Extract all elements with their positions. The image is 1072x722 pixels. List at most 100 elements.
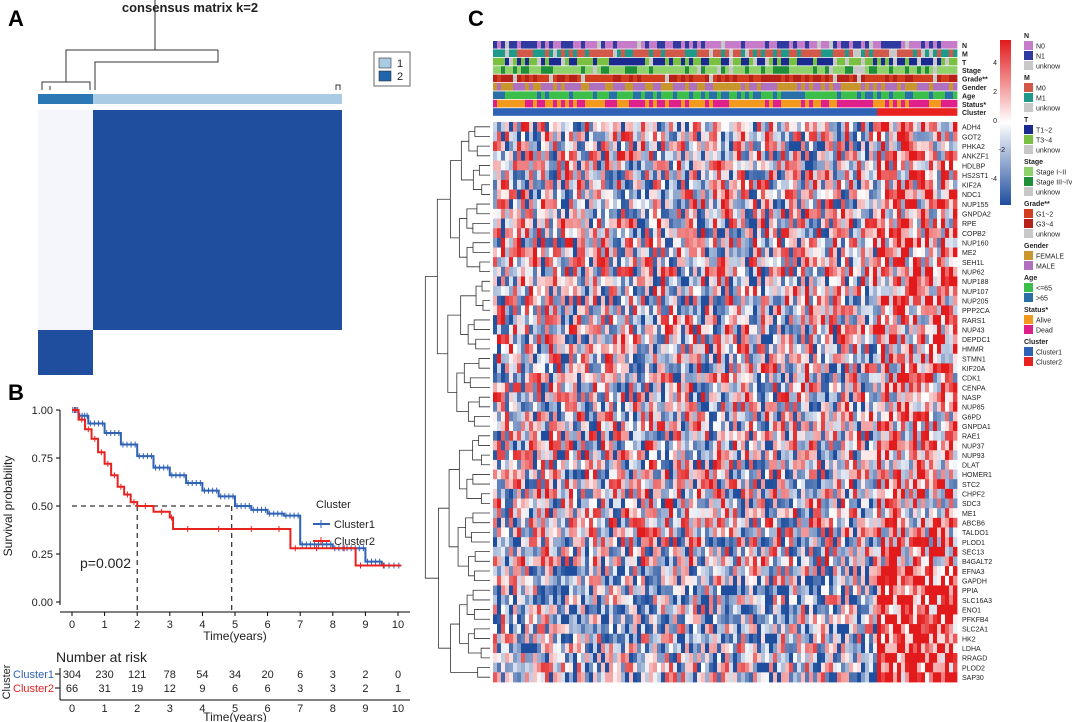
heatmap-cell xyxy=(821,353,826,364)
annotation-cell xyxy=(645,66,650,74)
heatmap-cell xyxy=(809,257,814,268)
heatmap-cell xyxy=(801,344,806,355)
heatmap-cell xyxy=(609,141,614,152)
heatmap-cell xyxy=(733,411,738,422)
heatmap-cell xyxy=(893,334,898,345)
heatmap-cell xyxy=(673,402,678,413)
heatmap-cell xyxy=(817,402,822,413)
heatmap-cell xyxy=(657,237,662,248)
heatmap-cell xyxy=(505,305,510,316)
annotation-cell xyxy=(765,41,770,49)
annotation-cell xyxy=(805,66,810,74)
annotation-cell xyxy=(929,83,934,91)
heatmap-cell xyxy=(605,286,610,297)
heatmap-cell xyxy=(597,122,602,133)
heatmap-cell xyxy=(673,237,678,248)
heatmap-cell xyxy=(493,228,498,239)
heatmap-cell xyxy=(581,344,586,355)
heatmap-cell xyxy=(557,218,562,229)
heatmap-cell xyxy=(889,295,894,306)
heatmap-cell xyxy=(605,421,610,432)
heatmap-cell xyxy=(745,218,750,229)
heatmap-cell xyxy=(837,247,842,258)
heatmap-cell xyxy=(529,382,534,393)
heatmap-cell xyxy=(565,411,570,422)
heatmap-cell xyxy=(909,122,914,133)
risk-x-tick-label: 7 xyxy=(297,703,303,715)
risk-table-ylabel: Cluster xyxy=(1,664,13,699)
heatmap-cell xyxy=(621,266,626,277)
heatmap-cell xyxy=(585,334,590,345)
heatmap-cell xyxy=(493,189,498,200)
annotation-cell xyxy=(605,91,610,99)
heatmap-cell xyxy=(597,131,602,142)
annotation-cell xyxy=(621,49,626,57)
heatmap-cell xyxy=(673,189,678,200)
heatmap-cell xyxy=(849,305,854,316)
annotation-cell xyxy=(757,41,762,49)
heatmap-cell xyxy=(625,402,630,413)
heatmap-cell xyxy=(905,392,910,403)
annotation-cell xyxy=(817,74,822,83)
heatmap-cell xyxy=(817,247,822,258)
heatmap-cell xyxy=(501,160,506,171)
annotation-cell xyxy=(505,99,510,108)
heatmap-cell xyxy=(577,305,582,316)
heatmap-cell xyxy=(505,334,510,345)
annotation-cell xyxy=(869,91,874,99)
annotation-cell xyxy=(585,66,590,74)
heatmap-cell xyxy=(617,276,622,287)
heatmap-cell xyxy=(829,411,834,422)
heatmap-cell xyxy=(793,131,798,142)
heatmap-cell xyxy=(597,228,602,239)
heatmap-cell xyxy=(777,218,782,229)
heatmap-cell xyxy=(557,305,562,316)
heatmap-cell xyxy=(657,295,662,306)
heatmap-cell xyxy=(661,141,666,152)
heatmap-cell xyxy=(685,295,690,306)
heatmap-cell xyxy=(761,228,766,239)
heatmap-cell xyxy=(757,218,762,229)
heatmap-cell xyxy=(517,305,522,316)
heatmap-cell xyxy=(765,411,770,422)
heatmap-cell xyxy=(585,421,590,432)
annotation-cell xyxy=(629,49,634,57)
heatmap-cell xyxy=(581,141,586,152)
annotation-cell xyxy=(821,83,826,91)
heatmap-cell xyxy=(497,218,502,229)
annotation-cell xyxy=(829,83,834,91)
heatmap-cell xyxy=(681,344,686,355)
heatmap-cell xyxy=(593,392,598,403)
heatmap-cell xyxy=(509,131,514,142)
annotation-cell xyxy=(809,108,814,116)
heatmap-cell xyxy=(793,218,798,229)
heatmap-cell xyxy=(737,141,742,152)
heatmap-cell xyxy=(521,228,526,239)
heatmap-cell xyxy=(861,257,866,268)
annotation-cell xyxy=(533,91,538,99)
heatmap-cell xyxy=(841,266,846,277)
heatmap-cell xyxy=(909,353,914,364)
heatmap-cell xyxy=(773,150,778,162)
heatmap-cell xyxy=(705,334,710,345)
heatmap-cell xyxy=(861,237,866,248)
heatmap-cell xyxy=(849,247,854,258)
annotation-cell xyxy=(857,66,862,74)
heatmap-cell xyxy=(713,305,718,316)
heatmap-cell xyxy=(677,353,682,364)
heatmap-cell xyxy=(677,315,682,326)
annotation-cell xyxy=(837,49,842,57)
annotation-cell xyxy=(913,66,918,74)
annotation-cell xyxy=(701,57,706,66)
heatmap-cell xyxy=(901,402,906,413)
heatmap-cell xyxy=(829,305,834,316)
heatmap-cell xyxy=(693,131,698,142)
heatmap-cell xyxy=(945,411,950,422)
heatmap-cell xyxy=(841,402,846,413)
annotation-cell xyxy=(785,99,790,108)
heatmap-cell xyxy=(605,305,610,316)
heatmap-cell xyxy=(801,402,806,413)
heatmap-cell xyxy=(553,131,558,142)
annotation-cell xyxy=(541,57,546,66)
heatmap-cell xyxy=(857,199,862,210)
